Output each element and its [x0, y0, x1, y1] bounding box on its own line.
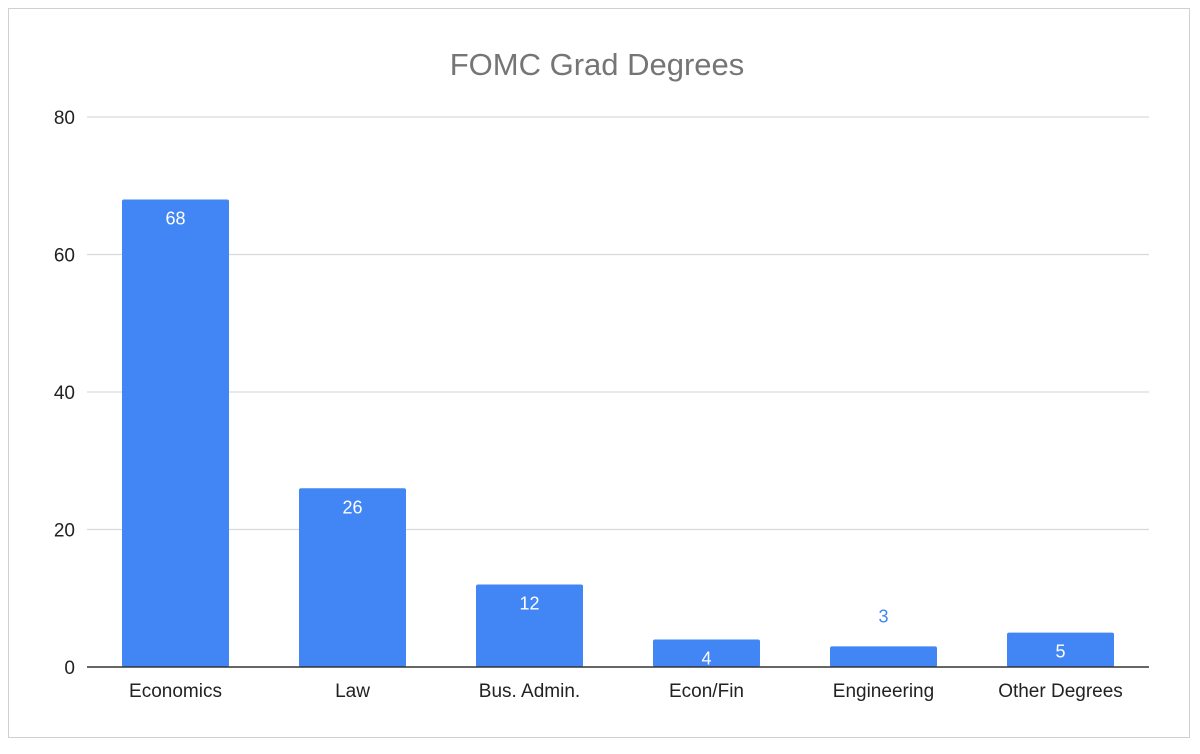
- data-label: 4: [701, 649, 711, 669]
- data-labels: 68 26 12 4 3 5: [165, 209, 1065, 669]
- y-tick-label: 20: [54, 521, 75, 542]
- x-category-label: Bus. Admin.: [479, 681, 580, 702]
- y-tick-label: 0: [64, 658, 75, 679]
- bar: [299, 488, 406, 667]
- data-label: 5: [1055, 642, 1065, 662]
- x-category-label: Other Degrees: [998, 681, 1123, 702]
- gridlines: [87, 116, 1149, 531]
- x-category-label: Engineering: [833, 681, 934, 702]
- y-tick-label: 60: [54, 246, 75, 267]
- bar: [122, 199, 229, 667]
- x-category-label: Law: [335, 681, 370, 702]
- bar-chart: FOMC Grad Degrees 0 20 40 60 80 68 26 12 4 3 5 Ec…: [54, 47, 1149, 702]
- chart-frame: FOMC Grad Degrees 0 20 40 60 80 68 26 12 4 3 5 Ec…: [8, 8, 1190, 738]
- y-axis-ticks: 0 20 40 60 80: [54, 108, 75, 679]
- bar: [830, 646, 937, 667]
- bar: [1007, 632, 1114, 667]
- y-tick-label: 80: [54, 108, 75, 129]
- x-axis-categories: Economics Law Bus. Admin. Econ/Fin Engineeri…: [129, 681, 1123, 702]
- data-label: 68: [165, 209, 185, 229]
- data-label: 12: [519, 594, 539, 614]
- x-category-label: Econ/Fin: [669, 681, 744, 702]
- chart-title: FOMC Grad Degrees: [450, 47, 745, 82]
- bar: [653, 639, 760, 667]
- bars: [122, 199, 1114, 667]
- data-label: 3: [878, 606, 888, 626]
- data-label: 26: [342, 497, 362, 517]
- y-tick-label: 40: [54, 383, 75, 404]
- bar: [476, 584, 583, 667]
- x-category-label: Economics: [129, 681, 222, 702]
